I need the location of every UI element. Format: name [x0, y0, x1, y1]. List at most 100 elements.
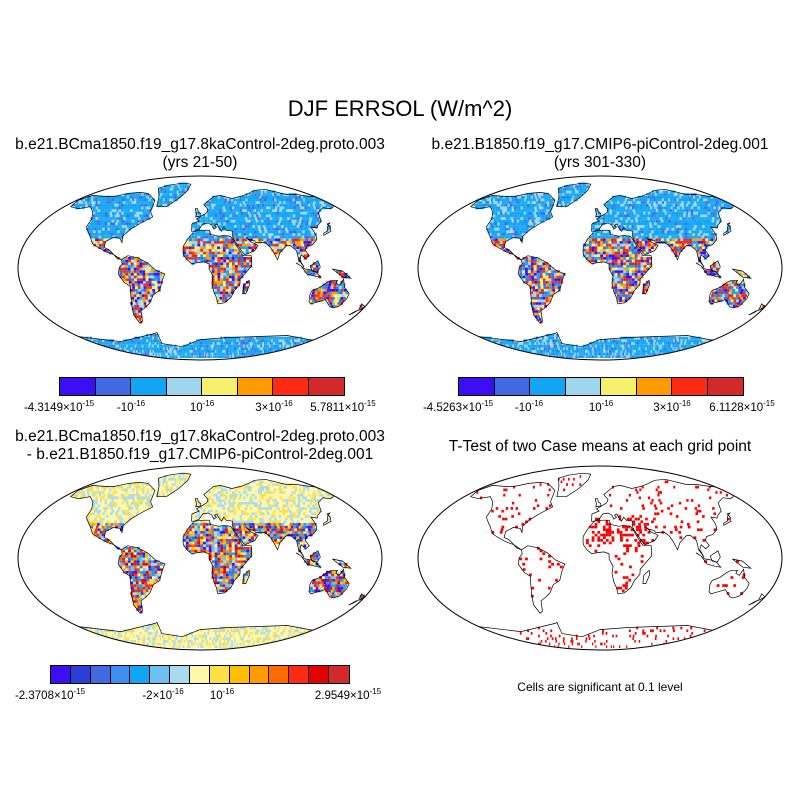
grid-cell: [628, 241, 631, 244]
grid-cell: [737, 296, 741, 300]
grid-cell: [634, 264, 638, 268]
grid-cell: [723, 291, 726, 295]
grid-cell: [531, 259, 534, 263]
grid-cell: [234, 257, 238, 260]
grid-cell: [648, 347, 650, 350]
grid-cell: [515, 235, 518, 239]
grid-cell: [152, 291, 156, 295]
grid-cell: [614, 267, 618, 271]
grid-cell: [211, 267, 215, 271]
grid-cell: [209, 350, 211, 353]
grid-cell: [529, 339, 532, 343]
grid-cell: [160, 342, 162, 345]
grid-cell: [155, 355, 157, 358]
grid-cell: [236, 352, 238, 356]
grid-cell: [179, 352, 182, 356]
grid-cell: [598, 347, 601, 350]
grid-cell: [234, 262, 238, 265]
grid-cell: [633, 347, 636, 350]
panel1-map-layer: [68, 182, 366, 360]
grid-cell: [545, 278, 549, 281]
grid-cell: [140, 198, 143, 202]
grid-cell: [617, 251, 621, 255]
grid-cell: [146, 352, 148, 356]
grid-cell: [669, 238, 673, 242]
grid-cell: [267, 243, 271, 247]
grid-cell: [727, 286, 731, 289]
grid-cell: [208, 233, 211, 236]
grid-cell: [266, 193, 269, 196]
grid-cell: [244, 209, 247, 212]
grid-cell: [637, 355, 640, 358]
grid-cell: [253, 230, 257, 234]
grid-cell: [294, 201, 297, 204]
grid-cell: [184, 355, 186, 358]
grid-cell: [281, 209, 284, 212]
grid-cell: [130, 267, 134, 271]
grid-cell: [251, 198, 254, 202]
grid-cell: [579, 347, 581, 350]
grid-cell: [730, 294, 734, 297]
grid-cell: [570, 350, 572, 353]
grid-cell: [262, 225, 266, 228]
grid-cell: [101, 195, 104, 199]
grid-cell: [296, 201, 299, 204]
grid-cell: [132, 225, 135, 228]
grid-cell: [235, 230, 238, 234]
grid-cell: [540, 280, 543, 284]
grid-cell: [557, 288, 561, 292]
grid-cell: [165, 185, 168, 188]
grid-cell: [143, 193, 146, 196]
grid-cell: [132, 347, 135, 350]
grid-cell: [293, 209, 296, 212]
grid-cell: [129, 339, 132, 343]
grid-cell: [271, 235, 275, 239]
grid-cell: [331, 283, 334, 287]
grid-cell: [538, 347, 541, 350]
grid-cell: [225, 206, 228, 210]
grid-cell: [678, 243, 682, 247]
grid-cell: [211, 203, 214, 207]
grid-cell: [241, 222, 244, 226]
grid-cell: [242, 342, 244, 345]
grid-cell: [162, 350, 165, 353]
grid-cell: [519, 272, 523, 276]
grid-cell: [596, 352, 598, 356]
grid-cell: [494, 241, 497, 244]
grid-cell: [284, 243, 288, 247]
grid-cell: [500, 339, 503, 343]
grid-cell: [644, 241, 648, 244]
grid-cell: [134, 342, 137, 345]
grid-cell: [337, 291, 340, 295]
grid-cell: [214, 195, 216, 199]
grid-cell: [637, 262, 641, 265]
grid-cell: [136, 318, 139, 321]
grid-cell: [164, 203, 168, 207]
grid-cell: [228, 352, 230, 356]
grid-cell: [158, 203, 161, 207]
grid-cell: [643, 267, 647, 271]
grid-cell: [638, 344, 640, 348]
grid-cell: [669, 241, 673, 244]
grid-cell: [162, 203, 165, 207]
grid-cell: [217, 267, 221, 271]
grid-cell: [591, 259, 595, 263]
grid-cell: [267, 344, 269, 348]
grid-cell: [548, 272, 552, 276]
grid-cell: [617, 246, 620, 249]
grid-cell: [619, 355, 621, 358]
grid-cell: [257, 235, 261, 239]
grid-cell: [315, 206, 319, 210]
grid-cell: [554, 283, 558, 287]
grid-cell: [545, 275, 549, 279]
grid-cell: [143, 347, 146, 350]
grid-cell: [214, 355, 216, 358]
grid-cell: [265, 233, 268, 236]
grid-cell: [247, 225, 250, 228]
grid-cell: [308, 233, 312, 236]
grid-cell: [291, 230, 295, 234]
grid-cell: [629, 352, 631, 356]
grid-cell: [603, 257, 606, 260]
grid-cell: [295, 347, 297, 350]
grid-cell: [152, 339, 155, 343]
